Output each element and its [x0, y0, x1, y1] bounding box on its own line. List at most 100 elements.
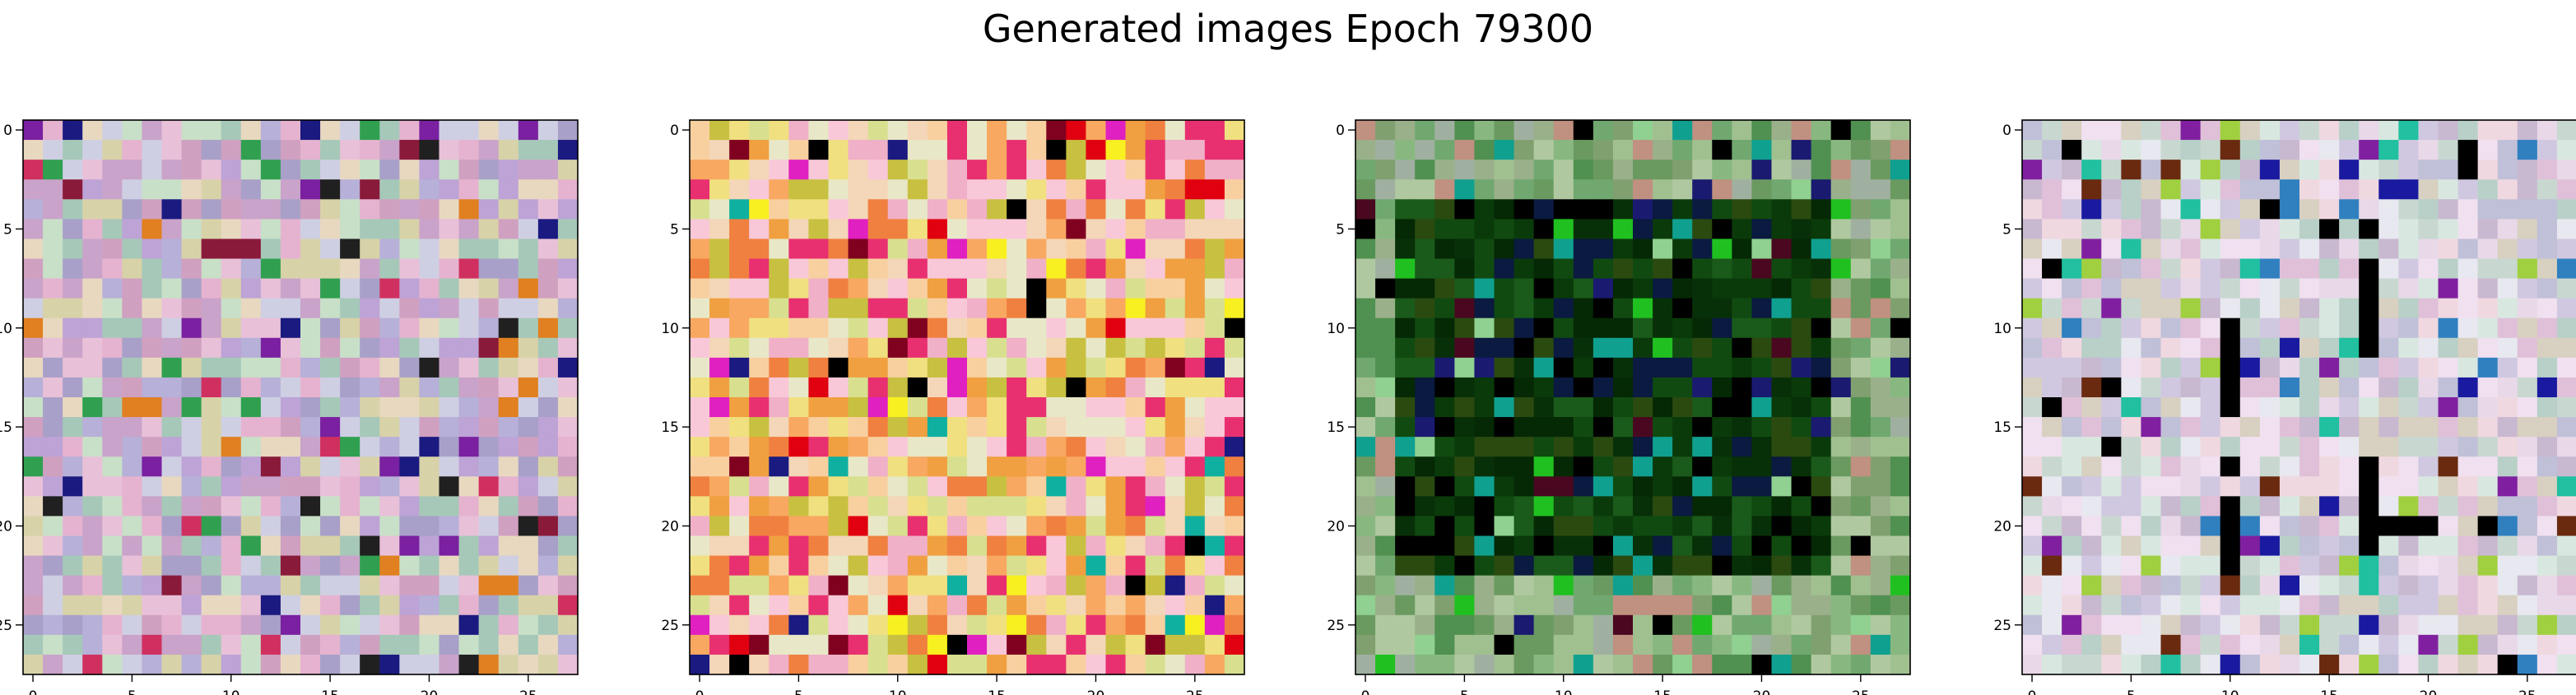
heatmap-cell: [201, 516, 222, 537]
heatmap-cell: [1692, 614, 1713, 636]
heatmap-cell: [478, 555, 500, 577]
heatmap-cell: [2022, 179, 2043, 200]
heatmap-cell: [240, 298, 262, 319]
heatmap-cell: [690, 555, 710, 577]
heatmap-cell: [320, 496, 341, 517]
heatmap-cell: [439, 160, 460, 180]
heatmap-cell: [2101, 595, 2122, 616]
heatmap-cell: [749, 654, 770, 675]
heatmap-cell: [2418, 219, 2439, 240]
heatmap-cell: [2160, 496, 2182, 517]
heatmap-cell: [1046, 337, 1067, 359]
heatmap-cell: [399, 397, 421, 418]
heatmap-cell: [1375, 614, 1396, 636]
heatmap-cell: [2457, 219, 2479, 240]
heatmap-cell: [1494, 555, 1515, 577]
heatmap-cell: [709, 298, 730, 319]
heatmap-cell: [1514, 456, 1535, 477]
heatmap-cell: [260, 160, 281, 180]
heatmap-cell: [2259, 614, 2281, 636]
heatmap-cell: [2279, 317, 2300, 339]
heatmap-cell: [887, 654, 909, 675]
heatmap-cell: [1184, 456, 1206, 477]
heatmap-cell: [2022, 456, 2043, 477]
heatmap-cell: [828, 377, 849, 398]
heatmap-cell: [1850, 239, 1872, 260]
heatmap-cell: [2180, 634, 2202, 656]
heatmap-cell: [1771, 160, 1793, 180]
heatmap-cell: [379, 575, 400, 596]
heatmap-cell: [2042, 437, 2062, 457]
heatmap-cell: [2556, 476, 2576, 497]
heatmap-cell: [201, 278, 222, 299]
heatmap-cell: [2319, 219, 2340, 240]
heatmap-cell: [1553, 298, 1574, 319]
heatmap-cell: [557, 337, 579, 359]
heatmap-cell: [23, 595, 44, 616]
heatmap-cell: [2180, 337, 2202, 359]
heatmap-cell: [181, 337, 202, 359]
heatmap-cell: [498, 417, 519, 438]
heatmap-cell: [82, 120, 103, 141]
heatmap-cell: [1633, 219, 1653, 240]
heatmap-cell: [2042, 239, 2062, 260]
heatmap-cell: [2477, 654, 2499, 675]
heatmap-cell: [478, 357, 500, 378]
heatmap-cell: [2101, 140, 2122, 160]
heatmap-cell: [1434, 417, 1455, 438]
heatmap-cell: [2279, 476, 2300, 497]
heatmap-cell: [1573, 516, 1594, 537]
heatmap-cell: [2378, 555, 2399, 577]
heatmap-cell: [2101, 397, 2122, 418]
heatmap-cell: [1533, 239, 1555, 260]
heatmap-cell: [1474, 160, 1495, 180]
heatmap-cell: [320, 377, 341, 398]
heatmap-cell: [2239, 555, 2261, 577]
heatmap-cell: [63, 397, 83, 418]
heatmap-cell: [2279, 140, 2300, 160]
heatmap-cell: [2536, 535, 2558, 557]
heatmap-cell: [23, 377, 44, 398]
heatmap-cell: [458, 535, 480, 557]
heatmap-cell: [690, 456, 710, 477]
heatmap-cell: [1791, 179, 1812, 200]
heatmap-cell: [1514, 535, 1535, 557]
x-tick-label: 25: [1186, 688, 1204, 695]
heatmap-cell: [987, 258, 1007, 280]
heatmap-cell: [1612, 654, 1634, 675]
heatmap-cell: [1890, 120, 1911, 141]
heatmap-cell: [320, 595, 341, 616]
heatmap-cell: [2141, 298, 2162, 319]
heatmap-cell: [1732, 199, 1753, 220]
heatmap-cell: [320, 199, 341, 220]
heatmap-cell: [1633, 377, 1653, 398]
heatmap-cell: [2378, 397, 2399, 418]
heatmap-cell: [557, 239, 579, 260]
heatmap-cell: [2556, 654, 2576, 675]
heatmap-cell: [1850, 397, 1872, 418]
heatmap-cell: [1533, 357, 1555, 378]
heatmap-cell: [221, 357, 242, 378]
heatmap-cell: [2418, 437, 2439, 457]
heatmap-cell: [1165, 140, 1186, 160]
heatmap-cell: [2497, 456, 2518, 477]
heatmap-cell: [1415, 337, 1435, 359]
heatmap-cell: [1870, 437, 1891, 457]
heatmap-cell: [1165, 496, 1186, 517]
heatmap-cell: [1692, 239, 1713, 260]
heatmap-cell: [1145, 575, 1166, 596]
heatmap-cell: [1184, 516, 1206, 537]
heatmap-cell: [1771, 654, 1793, 675]
heatmap-cell: [498, 516, 519, 537]
heatmap-cell: [1165, 437, 1186, 457]
heatmap-cell: [1355, 120, 1376, 141]
heatmap-cell: [987, 278, 1007, 299]
heatmap-cell: [2200, 219, 2221, 240]
heatmap-cell: [2101, 516, 2122, 537]
heatmap-cell: [769, 397, 789, 418]
heatmap-cell: [2497, 239, 2518, 260]
heatmap-cell: [1494, 456, 1515, 477]
heatmap-cell: [1751, 278, 1773, 299]
heatmap-cell: [1514, 575, 1535, 596]
heatmap-cell: [1653, 456, 1673, 477]
